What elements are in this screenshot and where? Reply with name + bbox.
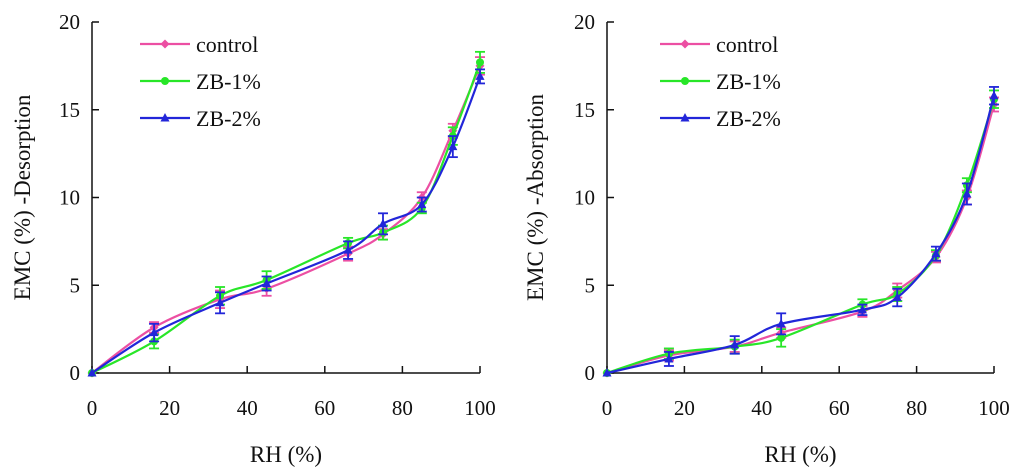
legend-entry-control: control: [140, 32, 258, 57]
legend-label: ZB-1%: [196, 69, 261, 94]
legend-label: control: [716, 32, 778, 57]
series-line-zb-1: [606, 98, 996, 375]
series-zb-1: [88, 50, 485, 377]
y-tick-label: 5: [70, 273, 81, 297]
legend-label: ZB-2%: [196, 106, 261, 131]
data-point: [931, 248, 941, 258]
x-tick-label: 20: [159, 396, 180, 420]
x-tick-label: 0: [87, 396, 98, 420]
y-tick-label: 0: [585, 361, 596, 385]
data-point: [448, 141, 458, 151]
data-point: [989, 90, 999, 100]
data-point: [343, 245, 353, 254]
x-tick-label: 40: [237, 396, 258, 420]
data-point: [417, 199, 427, 209]
x-tick-label: 40: [751, 396, 772, 420]
legend-label: control: [196, 32, 258, 57]
data-point: [892, 292, 902, 302]
legend-entry-control: control: [660, 32, 778, 57]
y-axis-title: EMC (%) -Absorption: [523, 94, 548, 301]
data-point: [962, 188, 972, 198]
data-point: [777, 333, 786, 342]
data-point: [664, 353, 674, 363]
legend-entry-zb-2: ZB-2%: [140, 106, 261, 131]
x-tick-label: 0: [602, 396, 613, 420]
series-line-zb-1: [91, 61, 482, 374]
data-point: [476, 58, 484, 67]
series-control: [87, 56, 485, 378]
y-tick-label: 0: [70, 361, 81, 385]
series-line-control: [606, 104, 996, 375]
x-tick-label: 80: [906, 396, 927, 420]
x-tick-label: 100: [978, 396, 1010, 420]
legend-entry-zb-2: ZB-2%: [660, 106, 781, 131]
x-tick-label: 80: [392, 396, 413, 420]
legend-marker: [160, 113, 170, 122]
y-axis-title: EMC (%) -Desorption: [10, 94, 35, 300]
y-tick-label: 10: [574, 186, 595, 210]
series-zb-2: [87, 68, 485, 377]
legend-label: ZB-1%: [716, 69, 781, 94]
legend-marker: [681, 77, 689, 85]
y-tick-label: 15: [574, 98, 595, 122]
legend-marker: [680, 39, 690, 49]
data-point: [87, 368, 97, 377]
y-tick-label: 10: [59, 186, 80, 210]
x-tick-label: 20: [674, 396, 695, 420]
legend-marker: [680, 113, 690, 122]
data-point: [149, 327, 159, 337]
data-point: [730, 339, 740, 349]
y-tick-label: 20: [574, 10, 595, 34]
y-tick-label: 5: [585, 273, 596, 297]
data-point: [262, 278, 272, 287]
absorption-panel: 0 5 10 15 20 0 20 40 60 80 100 RH (%) EMC (%) -Absor…: [523, 10, 1010, 467]
legend-label: ZB-2%: [716, 106, 781, 131]
data-point: [475, 71, 485, 80]
data-point: [776, 318, 786, 328]
x-axis-title: RH (%): [764, 442, 836, 467]
data-point: [215, 297, 225, 307]
data-point: [378, 218, 388, 228]
legend-entry-zb-1: ZB-1%: [140, 69, 261, 94]
legend-entry-zb-1: ZB-1%: [660, 69, 781, 94]
series-zb-1: [603, 89, 999, 377]
data-point: [602, 368, 612, 377]
series-zb-2: [602, 86, 999, 377]
series-control: [602, 96, 999, 378]
x-tick-label: 60: [829, 396, 850, 420]
data-point: [857, 304, 867, 314]
desorption-panel: 0 5 10 15 20 0 20 40 60 80 100 RH (%) EMC (%) -Desor…: [10, 10, 496, 467]
y-tick-label: 20: [59, 10, 80, 34]
legend-marker: [161, 77, 169, 85]
x-tick-label: 100: [464, 396, 496, 420]
legend-marker: [160, 39, 170, 49]
x-tick-label: 60: [314, 396, 335, 420]
y-tick-label: 15: [59, 98, 80, 122]
x-axis-title: RH (%): [250, 442, 322, 467]
